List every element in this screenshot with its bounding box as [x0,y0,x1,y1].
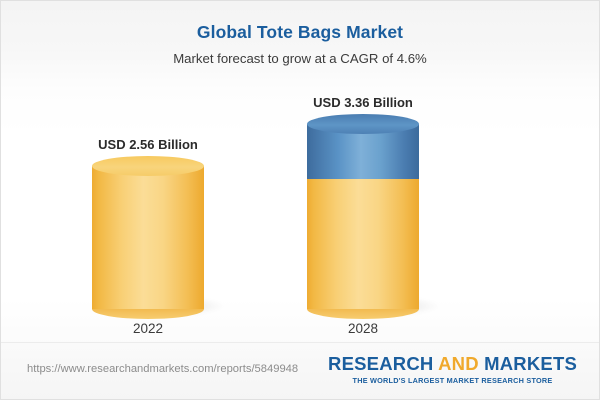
category-label-2022: 2022 [132,321,164,336]
bar-segment-base-2028 [307,179,419,319]
cylinder-body [307,179,419,309]
cylinder-bar-2028[interactable] [307,114,439,319]
research-and-markets-logo[interactable]: RESEARCH AND MARKETS THE WORLD'S LARGEST… [328,353,577,385]
report-url-link[interactable]: https://www.researchandmarkets.com/repor… [27,363,299,375]
logo-tagline: THE WORLD'S LARGEST MARKET RESEARCH STOR… [352,376,553,385]
category-label-2028: 2028 [347,321,379,336]
cylinder-body [92,166,204,309]
logo-word-research: RESEARCH [328,353,434,374]
logo-wordmark: RESEARCH AND MARKETS [328,353,577,374]
chart-header: Global Tote Bags Market Market forecast … [1,1,599,89]
chart-plot-area: USD 2.56 Billion 2022 USD 3.36 Billion [1,89,599,345]
bar-segment-growth-2028 [307,114,419,179]
chart-footer: https://www.researchandmarkets.com/repor… [1,342,599,399]
chart-subtitle: Market forecast to grow at a CAGR of 4.6… [173,51,427,66]
data-label-2028: USD 3.36 Billion [313,95,413,110]
logo-word-markets: MARKETS [484,353,577,374]
bar-segment-base-2022 [92,156,204,319]
cylinder-top-ellipse [307,114,419,134]
chart-title: Global Tote Bags Market [196,22,404,42]
bar-group-2028: USD 3.36 Billion 2028 [278,89,448,345]
cylinder-top-ellipse [92,156,204,176]
bar-group-2022: USD 2.56 Billion 2022 [63,89,233,345]
data-label-2022: USD 2.56 Billion [98,137,198,152]
logo-word-and: AND [438,353,479,374]
cylinder-bar-2022[interactable] [92,156,224,319]
